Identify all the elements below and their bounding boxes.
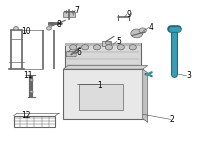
Circle shape bbox=[106, 41, 110, 45]
Circle shape bbox=[93, 45, 101, 50]
Polygon shape bbox=[143, 69, 148, 122]
Text: 6: 6 bbox=[77, 48, 82, 57]
Bar bbox=[63, 12, 75, 17]
Text: 11: 11 bbox=[23, 71, 32, 80]
Circle shape bbox=[47, 27, 51, 30]
Bar bbox=[48, 22, 53, 25]
Circle shape bbox=[14, 27, 18, 30]
Circle shape bbox=[139, 28, 146, 33]
Text: 4: 4 bbox=[148, 23, 153, 32]
FancyBboxPatch shape bbox=[66, 52, 76, 57]
Circle shape bbox=[105, 45, 113, 50]
Bar bbox=[65, 43, 141, 46]
Circle shape bbox=[129, 45, 136, 50]
Text: 9: 9 bbox=[126, 10, 131, 19]
Polygon shape bbox=[63, 66, 148, 69]
Text: 8: 8 bbox=[57, 20, 62, 29]
Text: 5: 5 bbox=[116, 37, 121, 46]
Text: 2: 2 bbox=[169, 115, 174, 124]
Circle shape bbox=[30, 79, 33, 81]
Bar bbox=[63, 69, 143, 119]
Text: 3: 3 bbox=[186, 71, 191, 80]
Circle shape bbox=[70, 45, 77, 50]
Bar bbox=[65, 43, 141, 71]
Text: 10: 10 bbox=[22, 27, 31, 36]
Bar bbox=[102, 41, 111, 46]
Bar bbox=[79, 84, 123, 110]
Circle shape bbox=[82, 45, 89, 50]
Text: 1: 1 bbox=[98, 81, 102, 90]
Circle shape bbox=[30, 91, 33, 93]
Bar bbox=[14, 116, 55, 127]
Text: 7: 7 bbox=[75, 6, 80, 15]
Text: 12: 12 bbox=[21, 111, 30, 120]
Circle shape bbox=[131, 29, 143, 38]
Circle shape bbox=[117, 45, 124, 50]
